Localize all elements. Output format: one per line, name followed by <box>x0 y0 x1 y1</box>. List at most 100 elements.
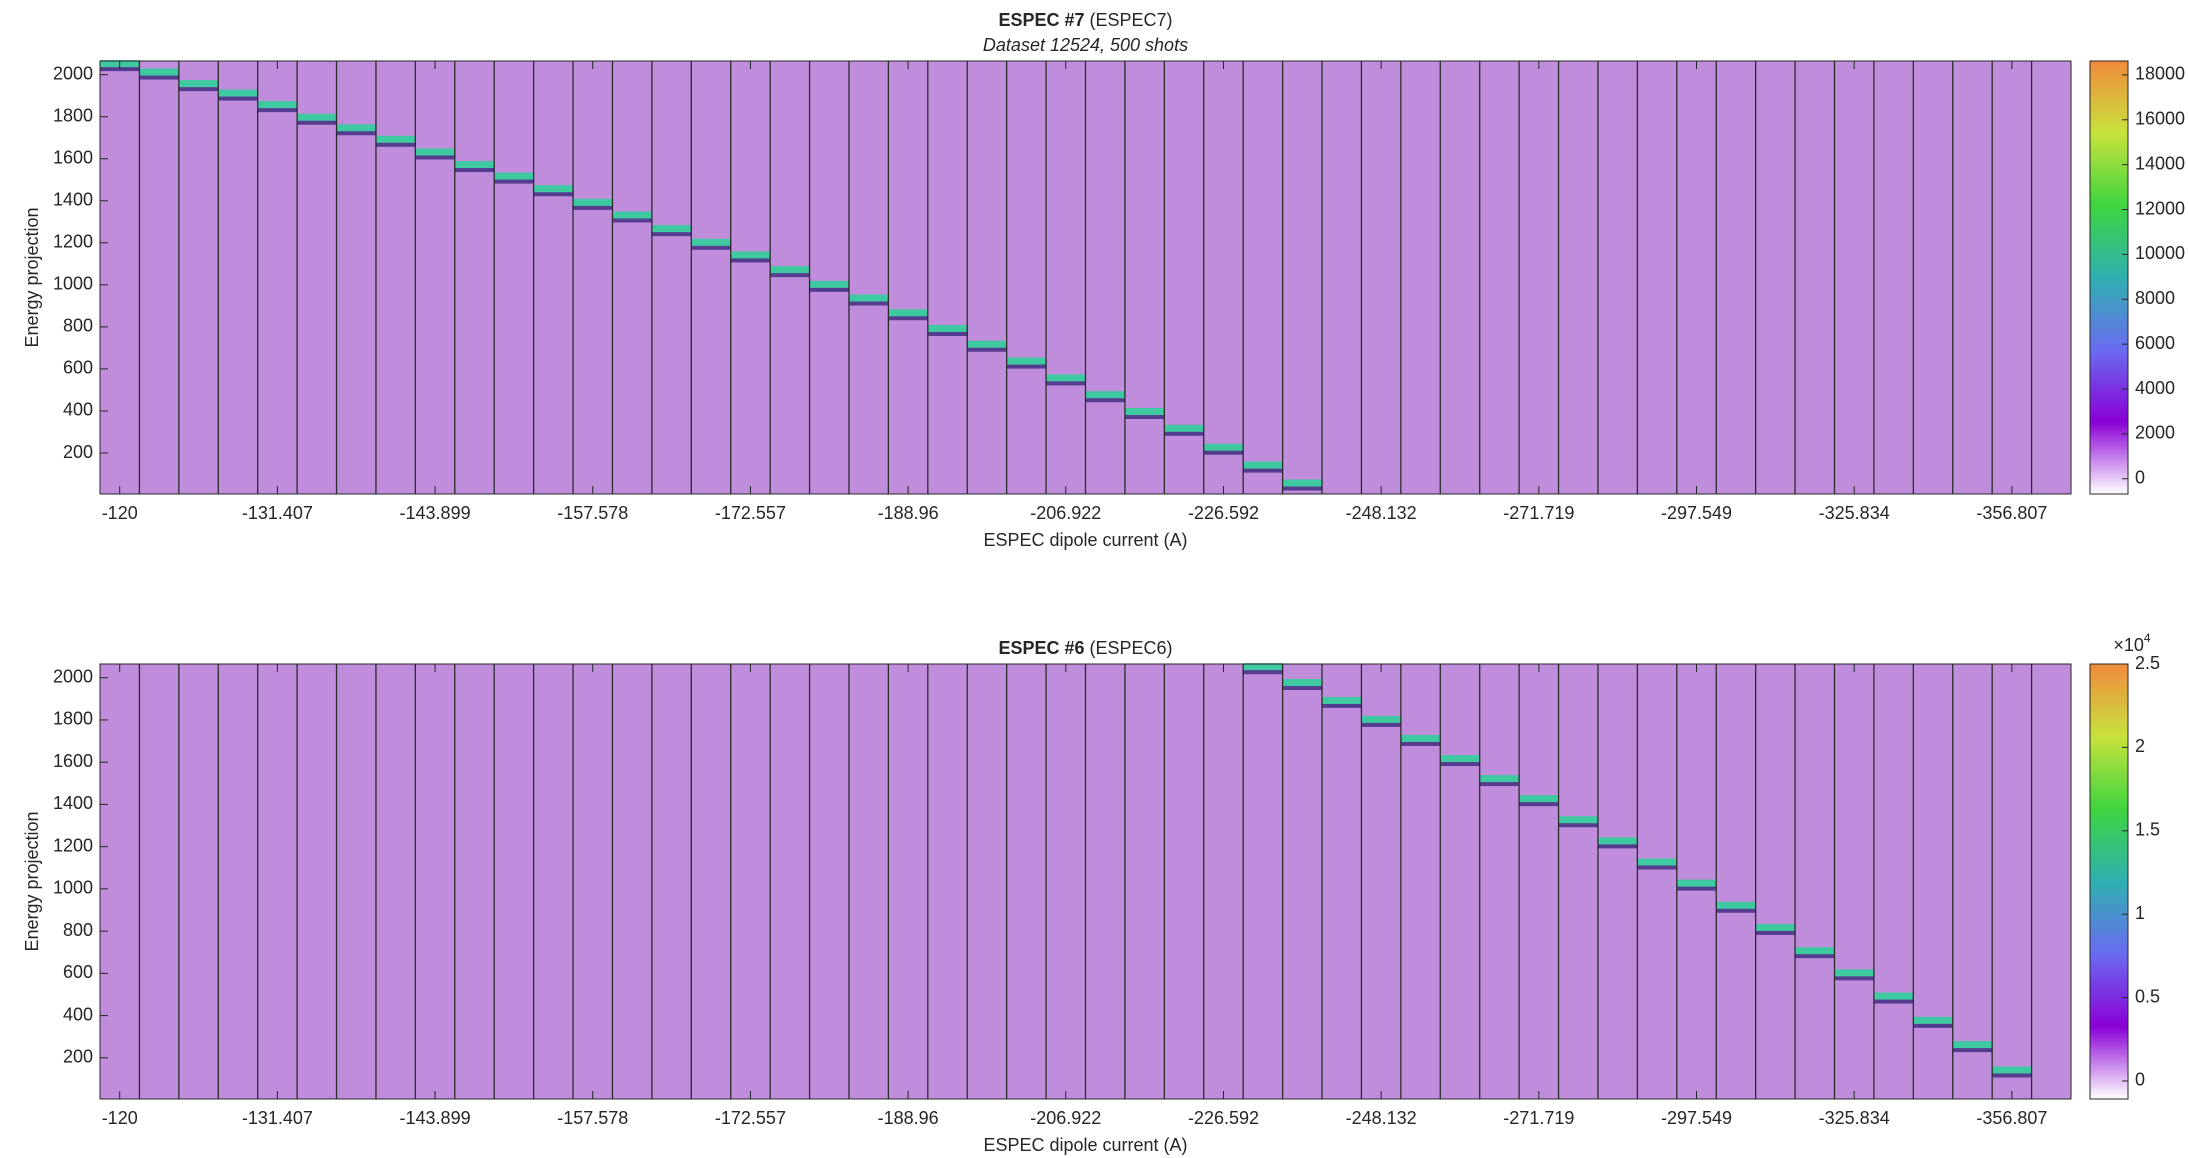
peak <box>1952 1041 1993 1049</box>
peak-shadow <box>770 272 810 278</box>
peak-shadow <box>1519 801 1559 807</box>
peak-shadow <box>1952 1047 1993 1053</box>
peak-shadow <box>612 217 652 223</box>
y-tick-label: 600 <box>63 358 93 378</box>
colorbar-tick-label: 6000 <box>2135 333 2175 353</box>
peak-shadow <box>1282 685 1323 691</box>
peak <box>1046 374 1086 382</box>
colorbar-tick-label: 0.5 <box>2135 986 2160 1006</box>
peak <box>297 113 337 121</box>
peak-shadow <box>533 191 574 197</box>
peak-shadow <box>1124 414 1165 420</box>
peak <box>1400 734 1441 742</box>
plot-frame <box>99 60 2072 495</box>
y-tick-label: 800 <box>63 316 93 336</box>
peak-shadow <box>809 286 849 292</box>
peak-shadow <box>1243 669 1283 675</box>
peak-shadow <box>651 231 692 237</box>
peak-shadow <box>178 86 219 92</box>
peak-shadow <box>967 346 1007 352</box>
x-tick-label: -356.807 <box>1976 1108 2047 1128</box>
peak-shadow <box>218 95 258 101</box>
x-tick-label: -226.592 <box>1188 503 1259 523</box>
y-axis-label: Energy projection <box>22 811 42 951</box>
peak <box>1913 1016 1953 1024</box>
title-bold: ESPEC #6 <box>998 638 1084 658</box>
peak <box>139 68 179 76</box>
peak-shadow <box>1913 1022 1953 1028</box>
x-tick-label: -271.719 <box>1503 1108 1574 1128</box>
y-tick-label: 2000 <box>53 63 93 83</box>
peak <box>336 124 376 132</box>
peak <box>415 148 455 156</box>
peak-shadow <box>1795 953 1835 959</box>
peak-shadow <box>1322 702 1362 708</box>
peak-shadow <box>1006 363 1047 369</box>
peak <box>730 251 771 259</box>
peak <box>1243 663 1283 671</box>
peak <box>1834 969 1874 977</box>
peak-shadow <box>1479 781 1520 787</box>
peak <box>809 280 849 288</box>
colorbar-multiplier: ×104 <box>2113 631 2151 655</box>
multiplier-base: ×10 <box>2113 635 2144 655</box>
peak <box>1164 424 1204 432</box>
colorbar-tick-label: 0 <box>2135 467 2145 487</box>
peak-shadow <box>1400 740 1441 746</box>
peak <box>494 172 534 180</box>
peak <box>1716 901 1756 909</box>
peak <box>1992 1066 2032 1074</box>
y-tick-label: 200 <box>63 1047 93 1067</box>
peak <box>257 101 298 109</box>
peak <box>1795 947 1835 955</box>
peak <box>1558 816 1598 824</box>
title-bold: ESPEC #7 <box>998 10 1084 30</box>
colorbar <box>2089 60 2129 495</box>
peak <box>573 198 613 206</box>
peak-shadow <box>1243 467 1283 473</box>
peak-shadow <box>888 315 928 321</box>
peak <box>770 266 810 274</box>
y-axis-label: Energy projection <box>22 207 42 347</box>
peak <box>1440 755 1480 763</box>
peak <box>1322 696 1362 704</box>
peak <box>1361 715 1401 723</box>
x-tick-label: -297.549 <box>1661 503 1732 523</box>
peak <box>848 294 889 302</box>
colorbar-tick-label: 10000 <box>2135 243 2185 263</box>
peak <box>888 309 928 317</box>
peak-shadow <box>1637 864 1677 870</box>
x-tick-label: -172.557 <box>715 503 786 523</box>
peak <box>1085 391 1125 399</box>
peak-shadow <box>494 178 534 184</box>
y-tick-label: 1600 <box>53 147 93 167</box>
peak-shadow <box>1203 449 1244 455</box>
x-tick-label: -325.834 <box>1819 1108 1890 1128</box>
x-tick-label: -131.407 <box>242 503 313 523</box>
peak-shadow <box>1716 907 1756 913</box>
x-tick-label: -120 <box>102 1108 138 1128</box>
peak-shadow <box>415 154 455 160</box>
chart-title: ESPEC #6 (ESPEC6) <box>998 638 1172 658</box>
y-tick-label: 1200 <box>53 835 93 855</box>
colorbar-tick-label: 1 <box>2135 903 2145 923</box>
peak-shadow <box>848 300 889 306</box>
x-tick-label: -157.578 <box>557 1108 628 1128</box>
x-tick-label: -172.557 <box>715 1108 786 1128</box>
y-tick-label: 1400 <box>53 793 93 813</box>
peak <box>927 324 968 332</box>
peak <box>533 185 574 193</box>
colorbar-tick-label: 18000 <box>2135 64 2185 84</box>
peak <box>1282 479 1323 487</box>
peak-shadow <box>1085 397 1125 403</box>
colorbar-tick-label: 2000 <box>2135 423 2175 443</box>
y-tick-label: 600 <box>63 962 93 982</box>
peak-shadow <box>1164 430 1204 436</box>
y-tick-label: 1000 <box>53 878 93 898</box>
y-tick-label: 1400 <box>53 190 93 210</box>
y-tick-label: 200 <box>63 442 93 462</box>
x-tick-label: -356.807 <box>1976 503 2047 523</box>
y-tick-label: 400 <box>63 400 93 420</box>
peak <box>375 135 416 143</box>
peak-shadow <box>336 130 376 136</box>
